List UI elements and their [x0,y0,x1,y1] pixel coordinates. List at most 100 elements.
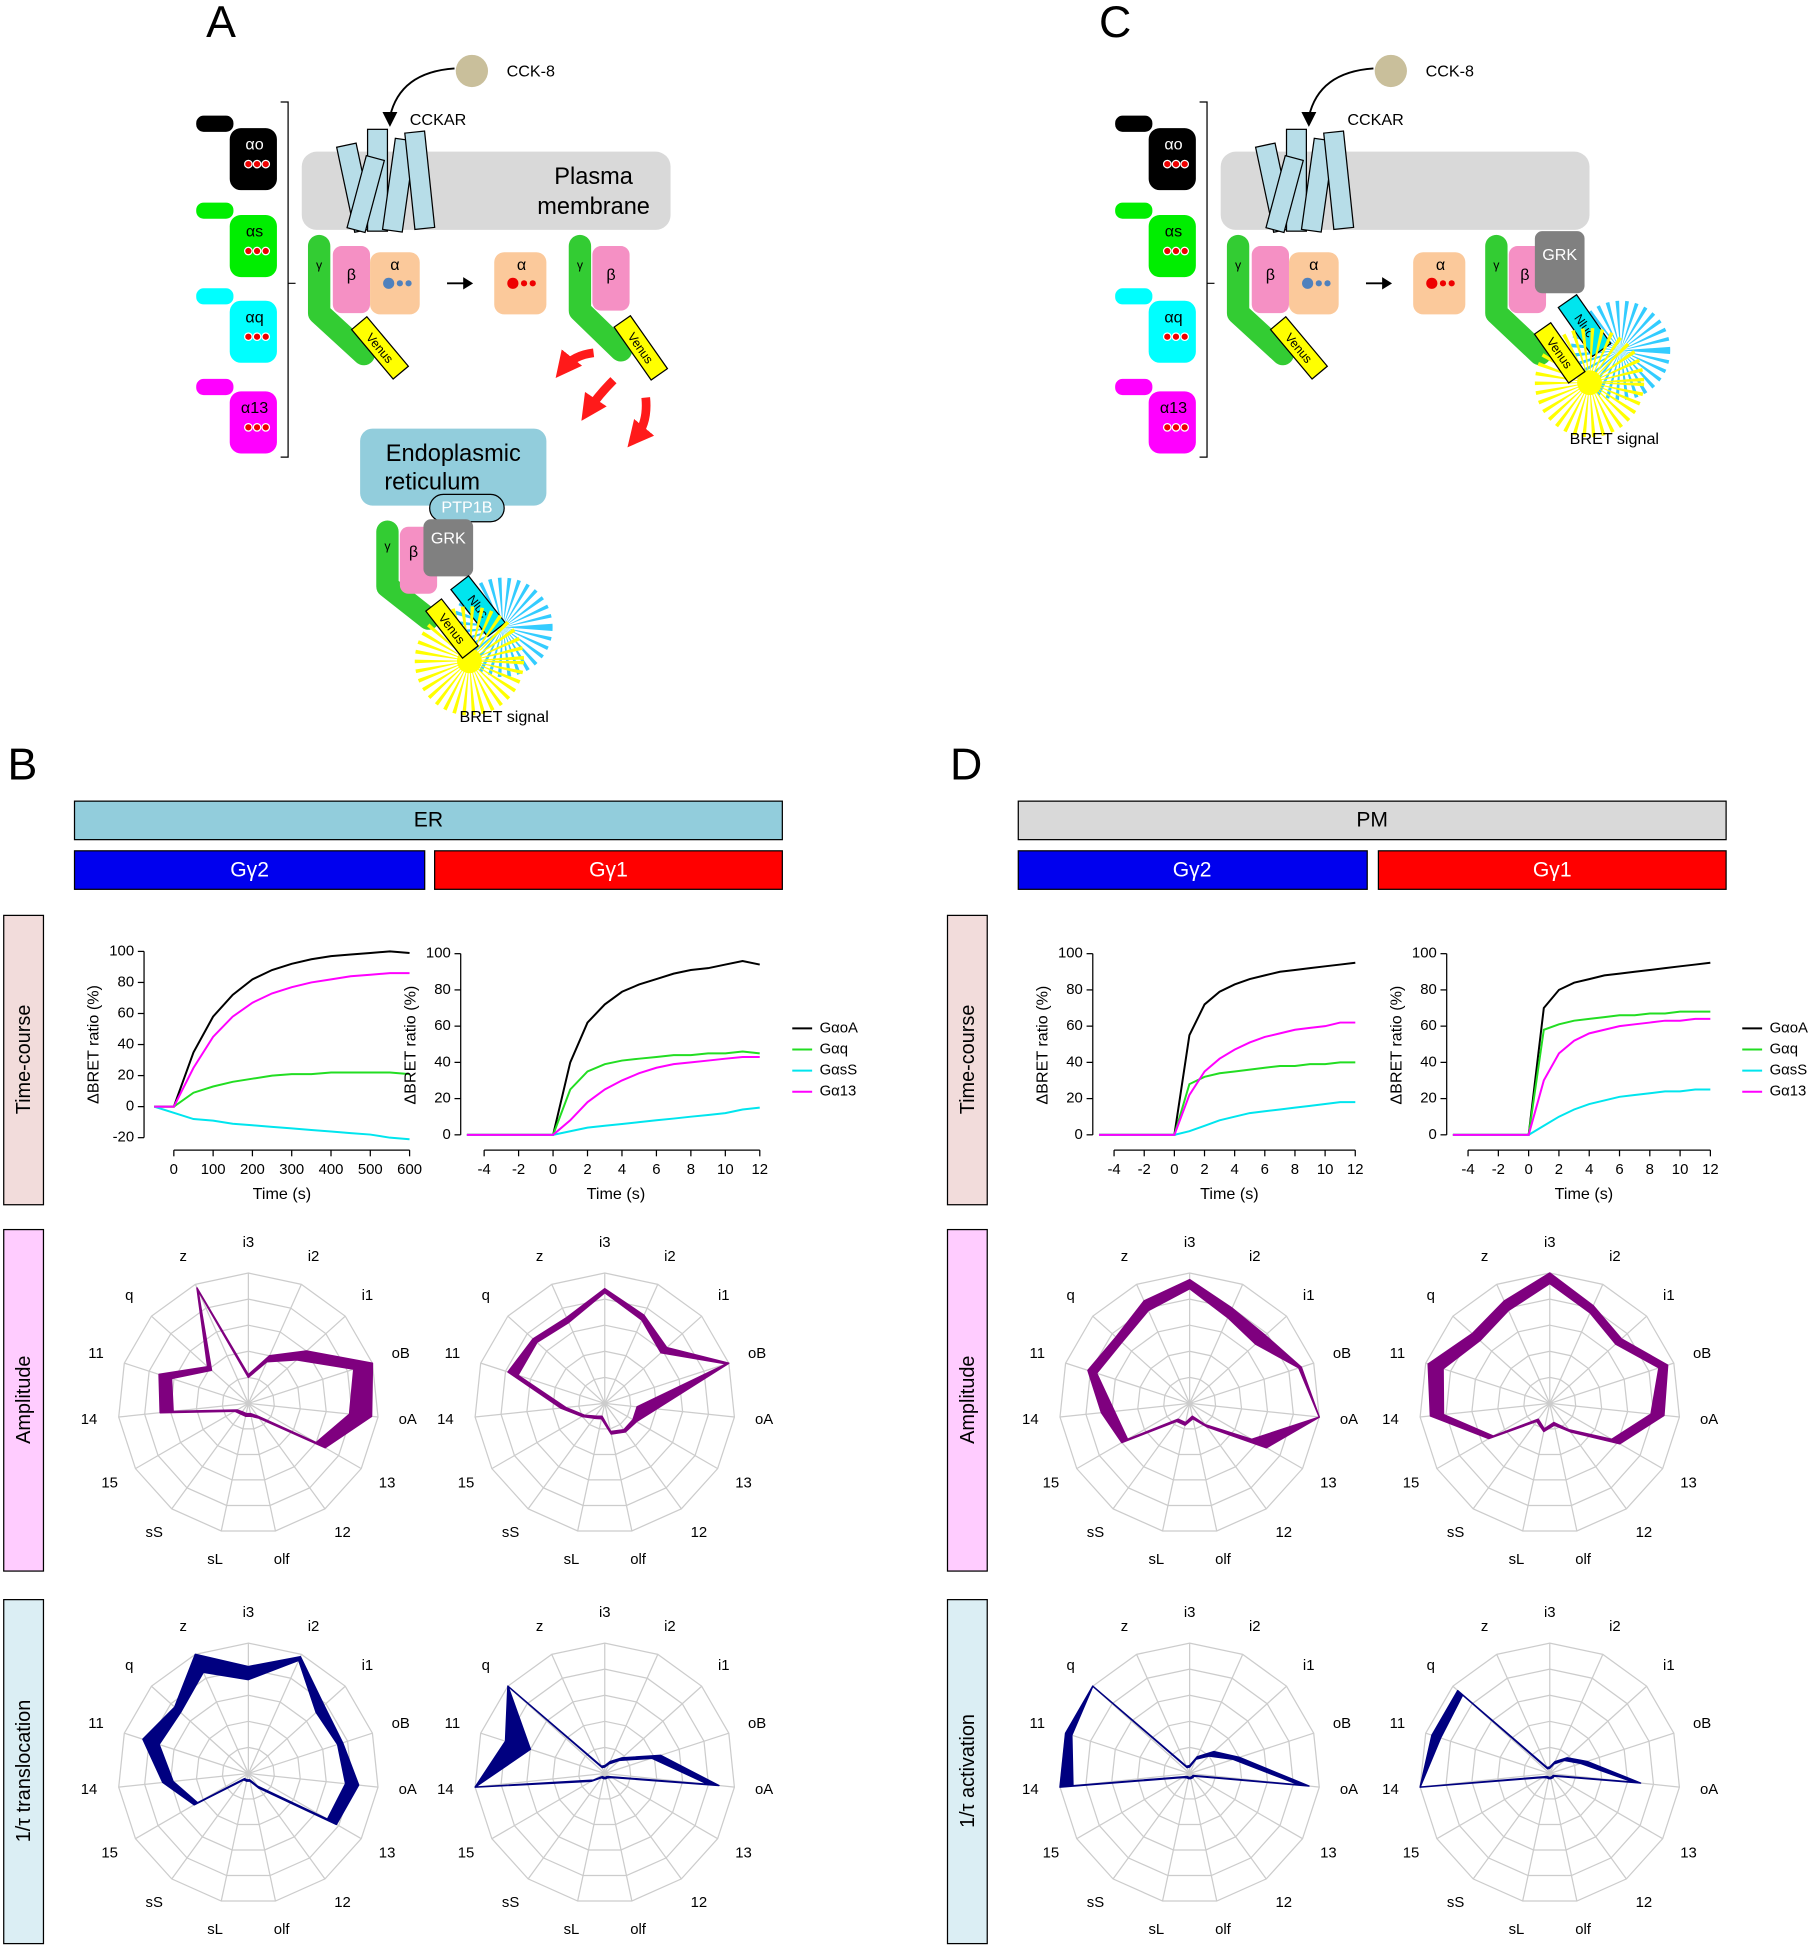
category-label: 11 [445,1346,460,1362]
legend-label: GαoA [1770,1020,1808,1036]
category-label: sL [1509,1552,1525,1568]
category-label: q [1066,1658,1074,1674]
x-axis-label: Time (s) [253,1185,312,1203]
category-label: 12 [334,1895,351,1911]
category-label: oB [1693,1346,1711,1362]
spoke [1425,1362,1550,1405]
spoke [604,1773,682,1880]
category-label: sL [207,1922,223,1938]
category-label: i1 [718,1658,730,1674]
translocation-arrows [555,348,655,448]
y-tick-label: 40 [434,1054,451,1070]
compartment-label: PM [1356,809,1388,832]
spoke [1189,1402,1303,1470]
category-label: i1 [362,1658,374,1674]
spoke [220,1773,249,1902]
spoke [1189,1362,1314,1405]
category-label: 11 [88,1716,103,1732]
spoke [491,1402,606,1470]
y-tick-label: 80 [1420,982,1437,998]
x-tick-label: 2 [1555,1162,1563,1178]
category-label: 13 [1680,1846,1697,1862]
category-label: i3 [1184,1605,1196,1621]
x-tick-label: -4 [1107,1162,1120,1178]
y-tick-label: 20 [434,1091,451,1107]
grid-ring [169,1324,327,1481]
grid-ring [552,1350,658,1456]
spoke [604,1654,659,1774]
grid-ring [552,1720,658,1826]
spoke [247,1403,277,1532]
category-label: sL [1148,1922,1164,1938]
row-label: Time-course [957,1005,979,1115]
spoke [1112,1773,1191,1880]
category-label: z [1481,1619,1488,1635]
x-tick-label: 10 [717,1162,734,1178]
g-alpha-label: αq [1164,308,1182,326]
x-tick-label: 12 [1347,1162,1364,1178]
category-label: oA [1340,1412,1358,1428]
gamma-bar [434,850,783,890]
spoke [527,1773,606,1880]
panel-letter: A [206,0,236,47]
subunit-label: β [1520,266,1529,284]
spoke [491,1772,606,1840]
spoke [1549,1773,1627,1880]
category-label: z [1481,1249,1488,1265]
category-label: 14 [1022,1782,1039,1798]
spoke [171,1773,249,1880]
burst [1570,300,1671,401]
grid-ring [1497,1720,1603,1826]
spoke [1189,1732,1314,1775]
spoke [604,1732,729,1775]
grk-label: GRK [1542,246,1577,264]
series-line [1098,1021,1356,1136]
category-label: sS [1447,1895,1464,1911]
grid-ring [500,1298,710,1507]
category-label: oB [748,1716,766,1732]
spoke [604,1772,718,1840]
category-label: 15 [1043,1475,1060,1491]
spoke [1076,1402,1190,1470]
category-label: sL [564,1922,580,1938]
category-label: i2 [664,1249,676,1265]
subunit-label: γ [1493,258,1500,272]
y-tick-label: 0 [1075,1127,1083,1143]
series-line [1098,961,1356,1136]
grid-ring [118,1272,379,1532]
category-label: oA [755,1782,773,1798]
arrowhead [463,277,474,290]
grid-ring [221,1376,275,1430]
category-label: sS [502,1895,519,1911]
y-tick-label: 100 [1412,946,1437,962]
category-label: i3 [243,1235,255,1251]
category-label: sS [146,1525,163,1541]
grid-ring [578,1746,632,1800]
range-band [1087,1278,1321,1449]
x-tick-label: 8 [1291,1162,1299,1178]
category-label: 12 [691,1895,708,1911]
spoke [1452,1315,1551,1404]
y-tick-label: 40 [1066,1054,1083,1070]
spoke [1189,1773,1218,1902]
x-tick-label: 0 [1170,1162,1178,1178]
category-label: i1 [1663,1658,1675,1674]
row-box [946,1599,988,1945]
category-label: 13 [1320,1475,1337,1491]
category-label: 14 [1022,1412,1039,1428]
spoke [247,1284,302,1404]
subunit-label: α [1436,256,1445,274]
grid-ring [1111,1694,1269,1851]
grid-ring [1163,1746,1217,1800]
spoke [1549,1773,1578,1902]
grid-ring [1471,1694,1629,1851]
spoke [1189,1315,1287,1404]
ligand-icon [455,54,489,88]
category-label: 15 [1403,1846,1420,1862]
subunit-label: α [390,256,399,274]
category-label: oB [748,1346,766,1362]
y-axis-label: ΔBRET ratio (%) [1387,986,1405,1105]
category-label: z [179,1249,186,1265]
category-label: oB [1693,1716,1711,1732]
spoke [551,1284,606,1404]
